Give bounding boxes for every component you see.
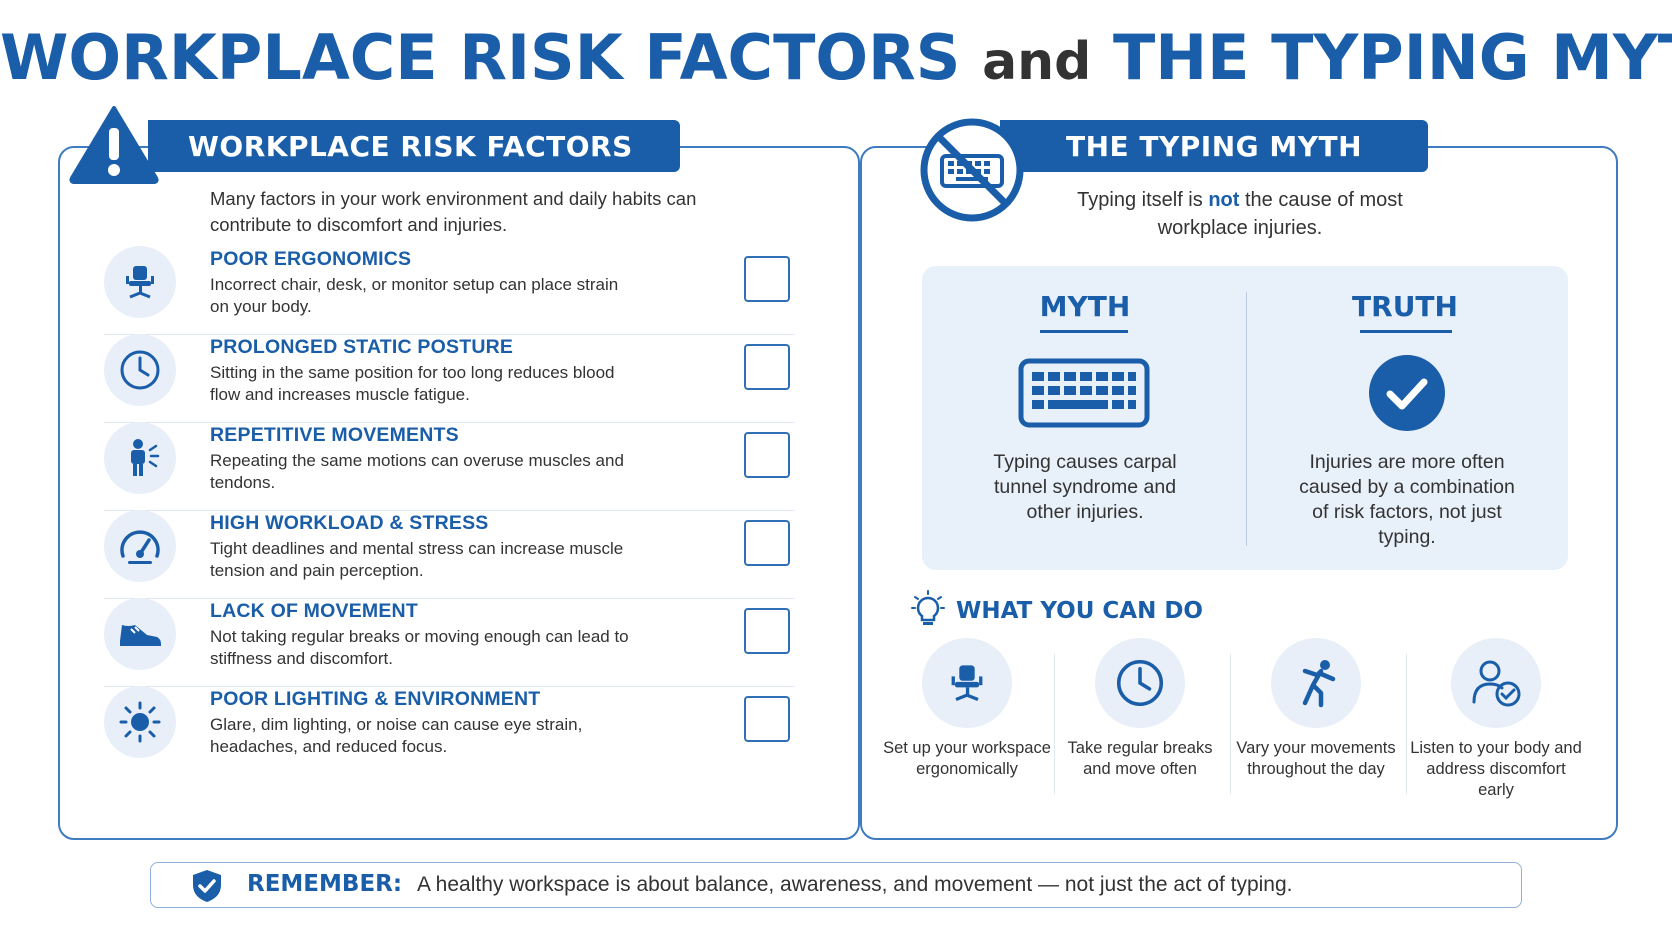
risk-item: PROLONGED STATIC POSTURE Sitting in the … (104, 328, 794, 423)
intro-emphasis: not (1208, 189, 1240, 211)
risk-title: POOR ERGONOMICS (210, 248, 412, 270)
lightbulb-icon (911, 590, 945, 625)
gauge-icon (104, 510, 176, 582)
action-label: Take regular breaks and move often (1067, 739, 1213, 778)
remember-label: REMEMBER: (247, 871, 403, 897)
risk-checkbox[interactable] (744, 256, 790, 302)
action-label: Set up your workspace ergonomically (883, 739, 1051, 778)
risk-description: Sitting in the same position for too lon… (210, 363, 615, 404)
clock-icon (104, 334, 176, 406)
check-circle-icon (1369, 355, 1445, 431)
no-keyboard-icon (920, 118, 1024, 222)
action-separator (1406, 654, 1407, 794)
stretching-person-icon (1271, 638, 1361, 728)
clock-icon (1095, 638, 1185, 728)
intro-post: the cause of most workplace injuries. (1157, 189, 1403, 239)
title-connector: and (982, 32, 1092, 92)
risk-item: POOR LIGHTING & ENVIRONMENT Glare, dim l… (104, 680, 794, 774)
typing-myth-intro: Typing itself is not the cause of most w… (1030, 186, 1450, 242)
myth-truth-divider (1246, 292, 1247, 546)
risk-title: LACK OF MOVEMENT (210, 600, 418, 622)
person-strain-icon (104, 422, 176, 494)
action-item: Take regular breaks and move often (1055, 638, 1225, 780)
action-item: Vary your movements throughout the day (1231, 638, 1401, 780)
myth-truth-box (922, 266, 1568, 570)
risk-item: HIGH WORKLOAD & STRESS Tight deadlines a… (104, 504, 794, 599)
truth-underline (1360, 330, 1452, 333)
risk-description: Glare, dim lighting, or noise can cause … (210, 715, 583, 756)
typing-myth-heading: THE TYPING MYTH (1000, 120, 1428, 172)
action-item: Listen to your body and address discomfo… (1409, 638, 1583, 801)
risk-checkbox[interactable] (744, 432, 790, 478)
action-separator (1054, 654, 1055, 794)
warning-icon (69, 106, 159, 184)
risk-checkbox[interactable] (744, 344, 790, 390)
risk-checkbox[interactable] (744, 520, 790, 566)
what-you-can-do-title: WHAT YOU CAN DO (956, 598, 1203, 624)
shield-check-icon (193, 870, 221, 902)
shoe-icon (104, 598, 176, 670)
risk-factors-panel (58, 146, 860, 840)
myth-text: Typing causes carpal tunnel syndrome and… (993, 451, 1177, 523)
myth-label: MYTH (1039, 290, 1131, 323)
risk-item: POOR ERGONOMICS Incorrect chair, desk, o… (104, 240, 794, 335)
risk-checkbox[interactable] (744, 608, 790, 654)
risk-description: Tight deadlines and mental stress can in… (210, 539, 624, 580)
sun-icon (104, 686, 176, 758)
risk-checkbox[interactable] (744, 696, 790, 742)
risk-description: Incorrect chair, desk, or monitor setup … (210, 275, 619, 316)
risk-title: REPETITIVE MOVEMENTS (210, 424, 459, 446)
truth-text: Injuries are more often caused by a comb… (1299, 451, 1515, 548)
intro-pre: Typing itself is (1077, 189, 1203, 211)
risk-description: Not taking regular breaks or moving enou… (210, 627, 629, 668)
action-item: Set up your workspace ergonomically (882, 638, 1052, 780)
action-label: Vary your movements throughout the day (1236, 739, 1396, 778)
risk-item: REPETITIVE MOVEMENTS Repeating the same … (104, 416, 794, 511)
office-chair-icon (104, 246, 176, 318)
risk-description: Repeating the same motions can overuse m… (210, 451, 624, 492)
risk-title: HIGH WORKLOAD & STRESS (210, 512, 489, 534)
action-separator (1230, 654, 1231, 794)
keyboard-icon (1018, 358, 1150, 428)
risk-title: PROLONGED STATIC POSTURE (210, 336, 514, 358)
risk-item: LACK OF MOVEMENT Not taking regular brea… (104, 592, 794, 687)
truth-label: TRUTH (1352, 290, 1458, 323)
risk-factors-heading: WORKPLACE RISK FACTORS (148, 120, 680, 172)
risk-title: POOR LIGHTING & ENVIRONMENT (210, 688, 541, 710)
title-part-2: THE TYPING MYTH (1113, 21, 1672, 94)
remember-bar: REMEMBER: A healthy workspace is about b… (150, 862, 1522, 908)
remember-message: A healthy workspace is about balance, aw… (417, 873, 1293, 896)
user-check-icon (1451, 638, 1541, 728)
risk-factors-intro: Many factors in your work environment an… (210, 188, 697, 235)
action-label: Listen to your body and address discomfo… (1410, 739, 1582, 799)
title-part-1: WORKPLACE RISK FACTORS (0, 21, 961, 94)
office-chair-icon (922, 638, 1012, 728)
myth-underline (1040, 330, 1128, 333)
page-title: WORKPLACE RISK FACTORS and THE TYPING MY… (0, 22, 1672, 98)
